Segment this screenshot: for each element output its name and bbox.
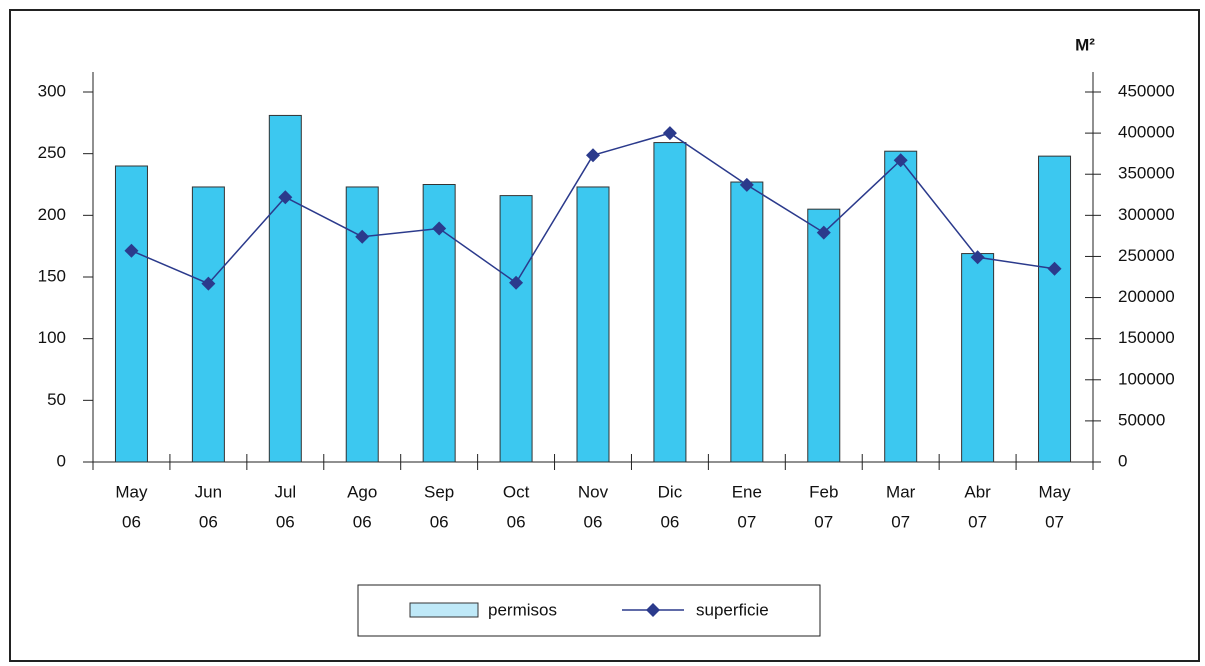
marker [816,225,831,240]
y2-tick-label: 50000 [1118,410,1165,429]
x-tick-label: 06 [430,512,449,531]
y-tick-label: 50 [47,390,66,409]
bar [576,186,610,463]
x-tick-label: 06 [660,512,679,531]
bar [884,150,918,463]
y2-axis-label: M² [1075,35,1095,54]
y-tick-label: 250 [38,143,66,162]
x-tick-label: 06 [353,512,372,531]
marker [355,229,370,244]
y2-tick-label: 350000 [1118,164,1175,183]
bar [268,114,302,463]
y-tick-label: 150 [38,266,66,285]
y2-tick-label: 300000 [1118,205,1175,224]
marker [509,275,524,290]
marker [124,243,139,258]
x-tick-label: May [115,482,148,501]
y-tick-label: 100 [38,328,66,347]
x-tick-label: Jul [274,482,296,501]
x-tick-label: 07 [968,512,987,531]
x-tick-label: 07 [814,512,833,531]
x-tick-label: 06 [507,512,526,531]
marker [1047,261,1062,276]
bar [730,181,764,463]
y2-tick-label: 400000 [1118,123,1175,142]
y2-tick-label: 450000 [1118,81,1175,100]
legend-label: permisos [488,600,557,619]
marker [970,250,985,265]
x-tick-label: 06 [122,512,141,531]
marker [739,177,754,192]
x-tick-label: Ene [732,482,762,501]
y2-tick-label: 200000 [1118,287,1175,306]
x-tick-label: Abr [964,482,991,501]
bar [499,195,533,463]
x-tick-label: 07 [891,512,910,531]
y2-tick-label: 150000 [1118,328,1175,347]
marker [278,190,293,205]
x-tick-label: 06 [199,512,218,531]
bar [114,165,148,463]
y-tick-label: 300 [38,81,66,100]
marker [432,221,447,236]
bar [961,253,995,463]
x-tick-label: Mar [886,482,916,501]
x-tick-label: 06 [584,512,603,531]
y2-tick-label: 100000 [1118,369,1175,388]
marker [586,148,600,163]
x-tick-label: Feb [809,482,838,501]
bar [345,186,379,463]
bar [653,142,687,463]
bar [1038,155,1072,463]
bar [191,186,225,463]
x-tick-label: May [1038,482,1071,501]
legend-label: superficie [696,600,769,619]
marker [893,153,908,168]
x-tick-label: Oct [503,482,530,501]
x-tick-label: Jun [195,482,222,501]
y2-tick-label: 0 [1118,451,1127,470]
x-tick-label: 07 [1045,512,1064,531]
x-tick-label: Nov [578,482,609,501]
x-tick-label: 07 [737,512,756,531]
x-tick-label: Ago [347,482,377,501]
x-tick-label: 06 [276,512,295,531]
y-tick-label: 0 [57,451,66,470]
legend-swatch [409,602,479,618]
x-tick-label: Dic [658,482,683,501]
marker [662,126,677,141]
x-tick-label: Sep [424,482,454,501]
bar [807,208,841,463]
marker [201,276,216,291]
y-tick-label: 200 [38,205,66,224]
y2-tick-label: 250000 [1118,246,1175,265]
legend-marker [646,603,660,617]
